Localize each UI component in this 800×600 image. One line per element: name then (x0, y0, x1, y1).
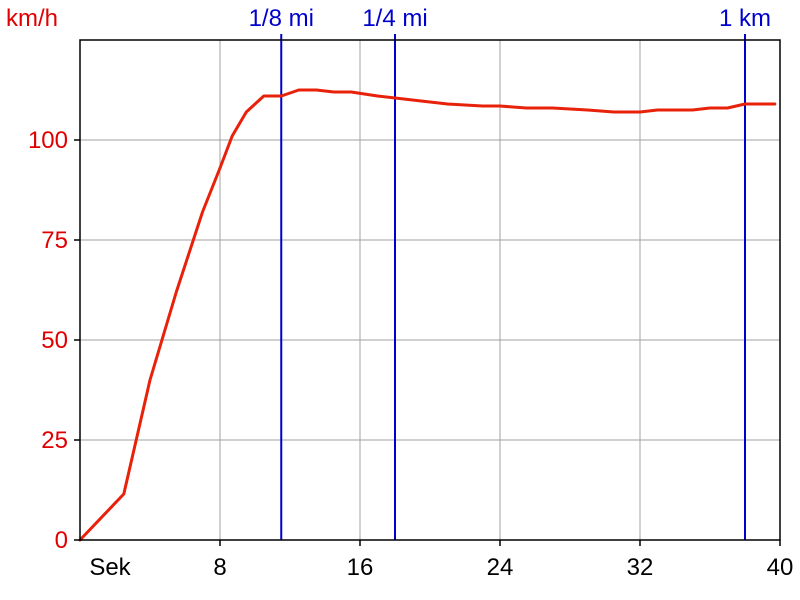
x-unit-label: Sek (89, 554, 131, 581)
y-axis-ticks: 0 25 50 75 100 (28, 127, 80, 554)
y-tick-label: 50 (41, 327, 68, 354)
distance-marker-label: 1 km (719, 5, 771, 32)
x-tick-label: 24 (487, 554, 514, 581)
y-unit-label: km/h (6, 5, 58, 32)
distance-marker-label: 1/8 mi (249, 5, 314, 32)
plot-frame (79, 39, 781, 541)
x-tick-label: 16 (347, 554, 374, 581)
x-tick-label: 32 (627, 554, 654, 581)
y-tick-label: 100 (28, 127, 68, 154)
grid (80, 40, 780, 540)
x-axis-ticks: 8 16 24 32 40 (213, 540, 793, 581)
x-tick-label: 40 (767, 554, 794, 581)
y-tick-label: 75 (41, 227, 68, 254)
distance-marker-label: 1/4 mi (362, 5, 427, 32)
y-tick-label: 0 (55, 527, 68, 554)
y-tick-label: 25 (41, 427, 68, 454)
speed-line (78, 88, 777, 542)
x-tick-label: 8 (213, 554, 226, 581)
distance-markers: 1/8 mi 1/4 mi 1 km (249, 5, 771, 540)
